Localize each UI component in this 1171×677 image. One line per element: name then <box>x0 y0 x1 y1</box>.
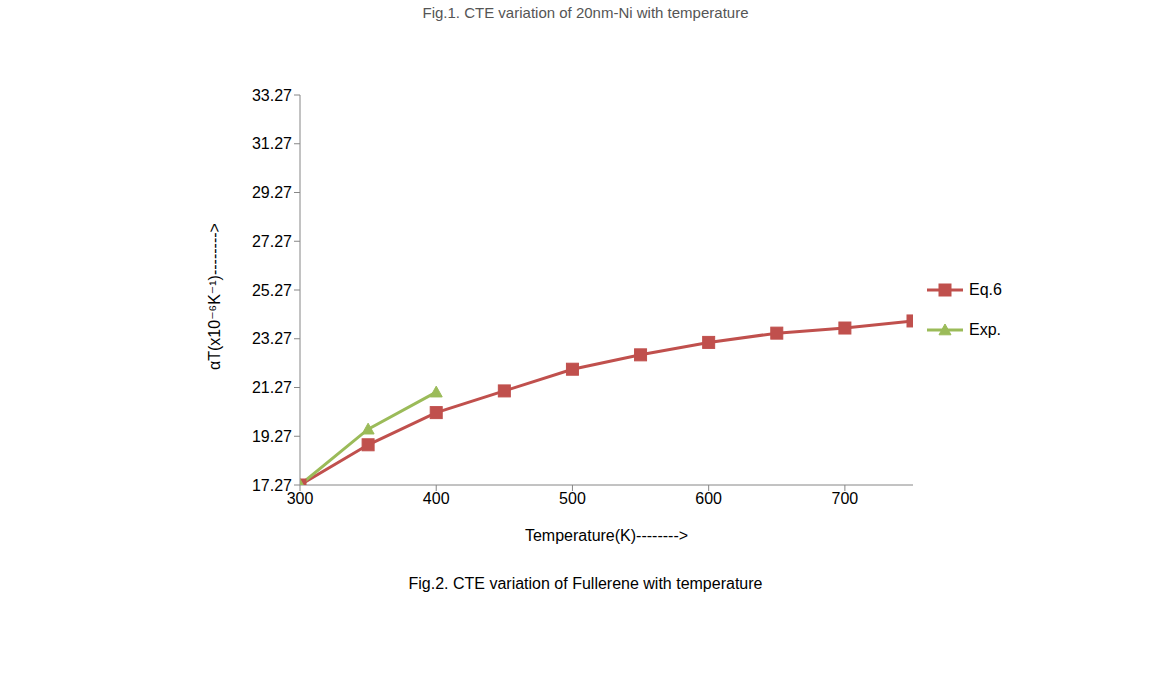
svg-text:25.27: 25.27 <box>252 282 292 299</box>
svg-text:23.27: 23.27 <box>252 330 292 347</box>
html-text:Fig.1. CTE variation of 20nm-N: Fig.1. CTE variation of 20nm-Ni with tem… <box>422 4 749 21</box>
html-text:Exp.: Exp. <box>969 321 1001 338</box>
svg-text:600: 600 <box>695 490 722 507</box>
html-text:Eq.6: Eq.6 <box>969 281 1002 298</box>
svg-text:500: 500 <box>559 490 586 507</box>
svg-text:19.27: 19.27 <box>252 428 292 445</box>
svg-text:33.27: 33.27 <box>252 87 292 104</box>
svg-text:29.27: 29.27 <box>252 184 292 201</box>
svg-text:700: 700 <box>832 490 859 507</box>
svg-text:27.27: 27.27 <box>252 233 292 250</box>
html-text:Fig.2. CTE variation of Fuller: Fig.2. CTE variation of Fullerene with t… <box>408 575 763 592</box>
svg-text:300: 300 <box>286 490 314 508</box>
svg-text:Temperature(K)-------->: Temperature(K)--------> <box>525 527 688 544</box>
svg-text:αT(x10⁻⁶K⁻¹)-------->: αT(x10⁻⁶K⁻¹)--------> <box>206 223 223 370</box>
svg-text:21.27: 21.27 <box>252 379 292 396</box>
svg-text:400: 400 <box>423 490 450 507</box>
svg-text:17.27: 17.27 <box>252 477 292 494</box>
svg-text:31.27: 31.27 <box>252 135 292 152</box>
